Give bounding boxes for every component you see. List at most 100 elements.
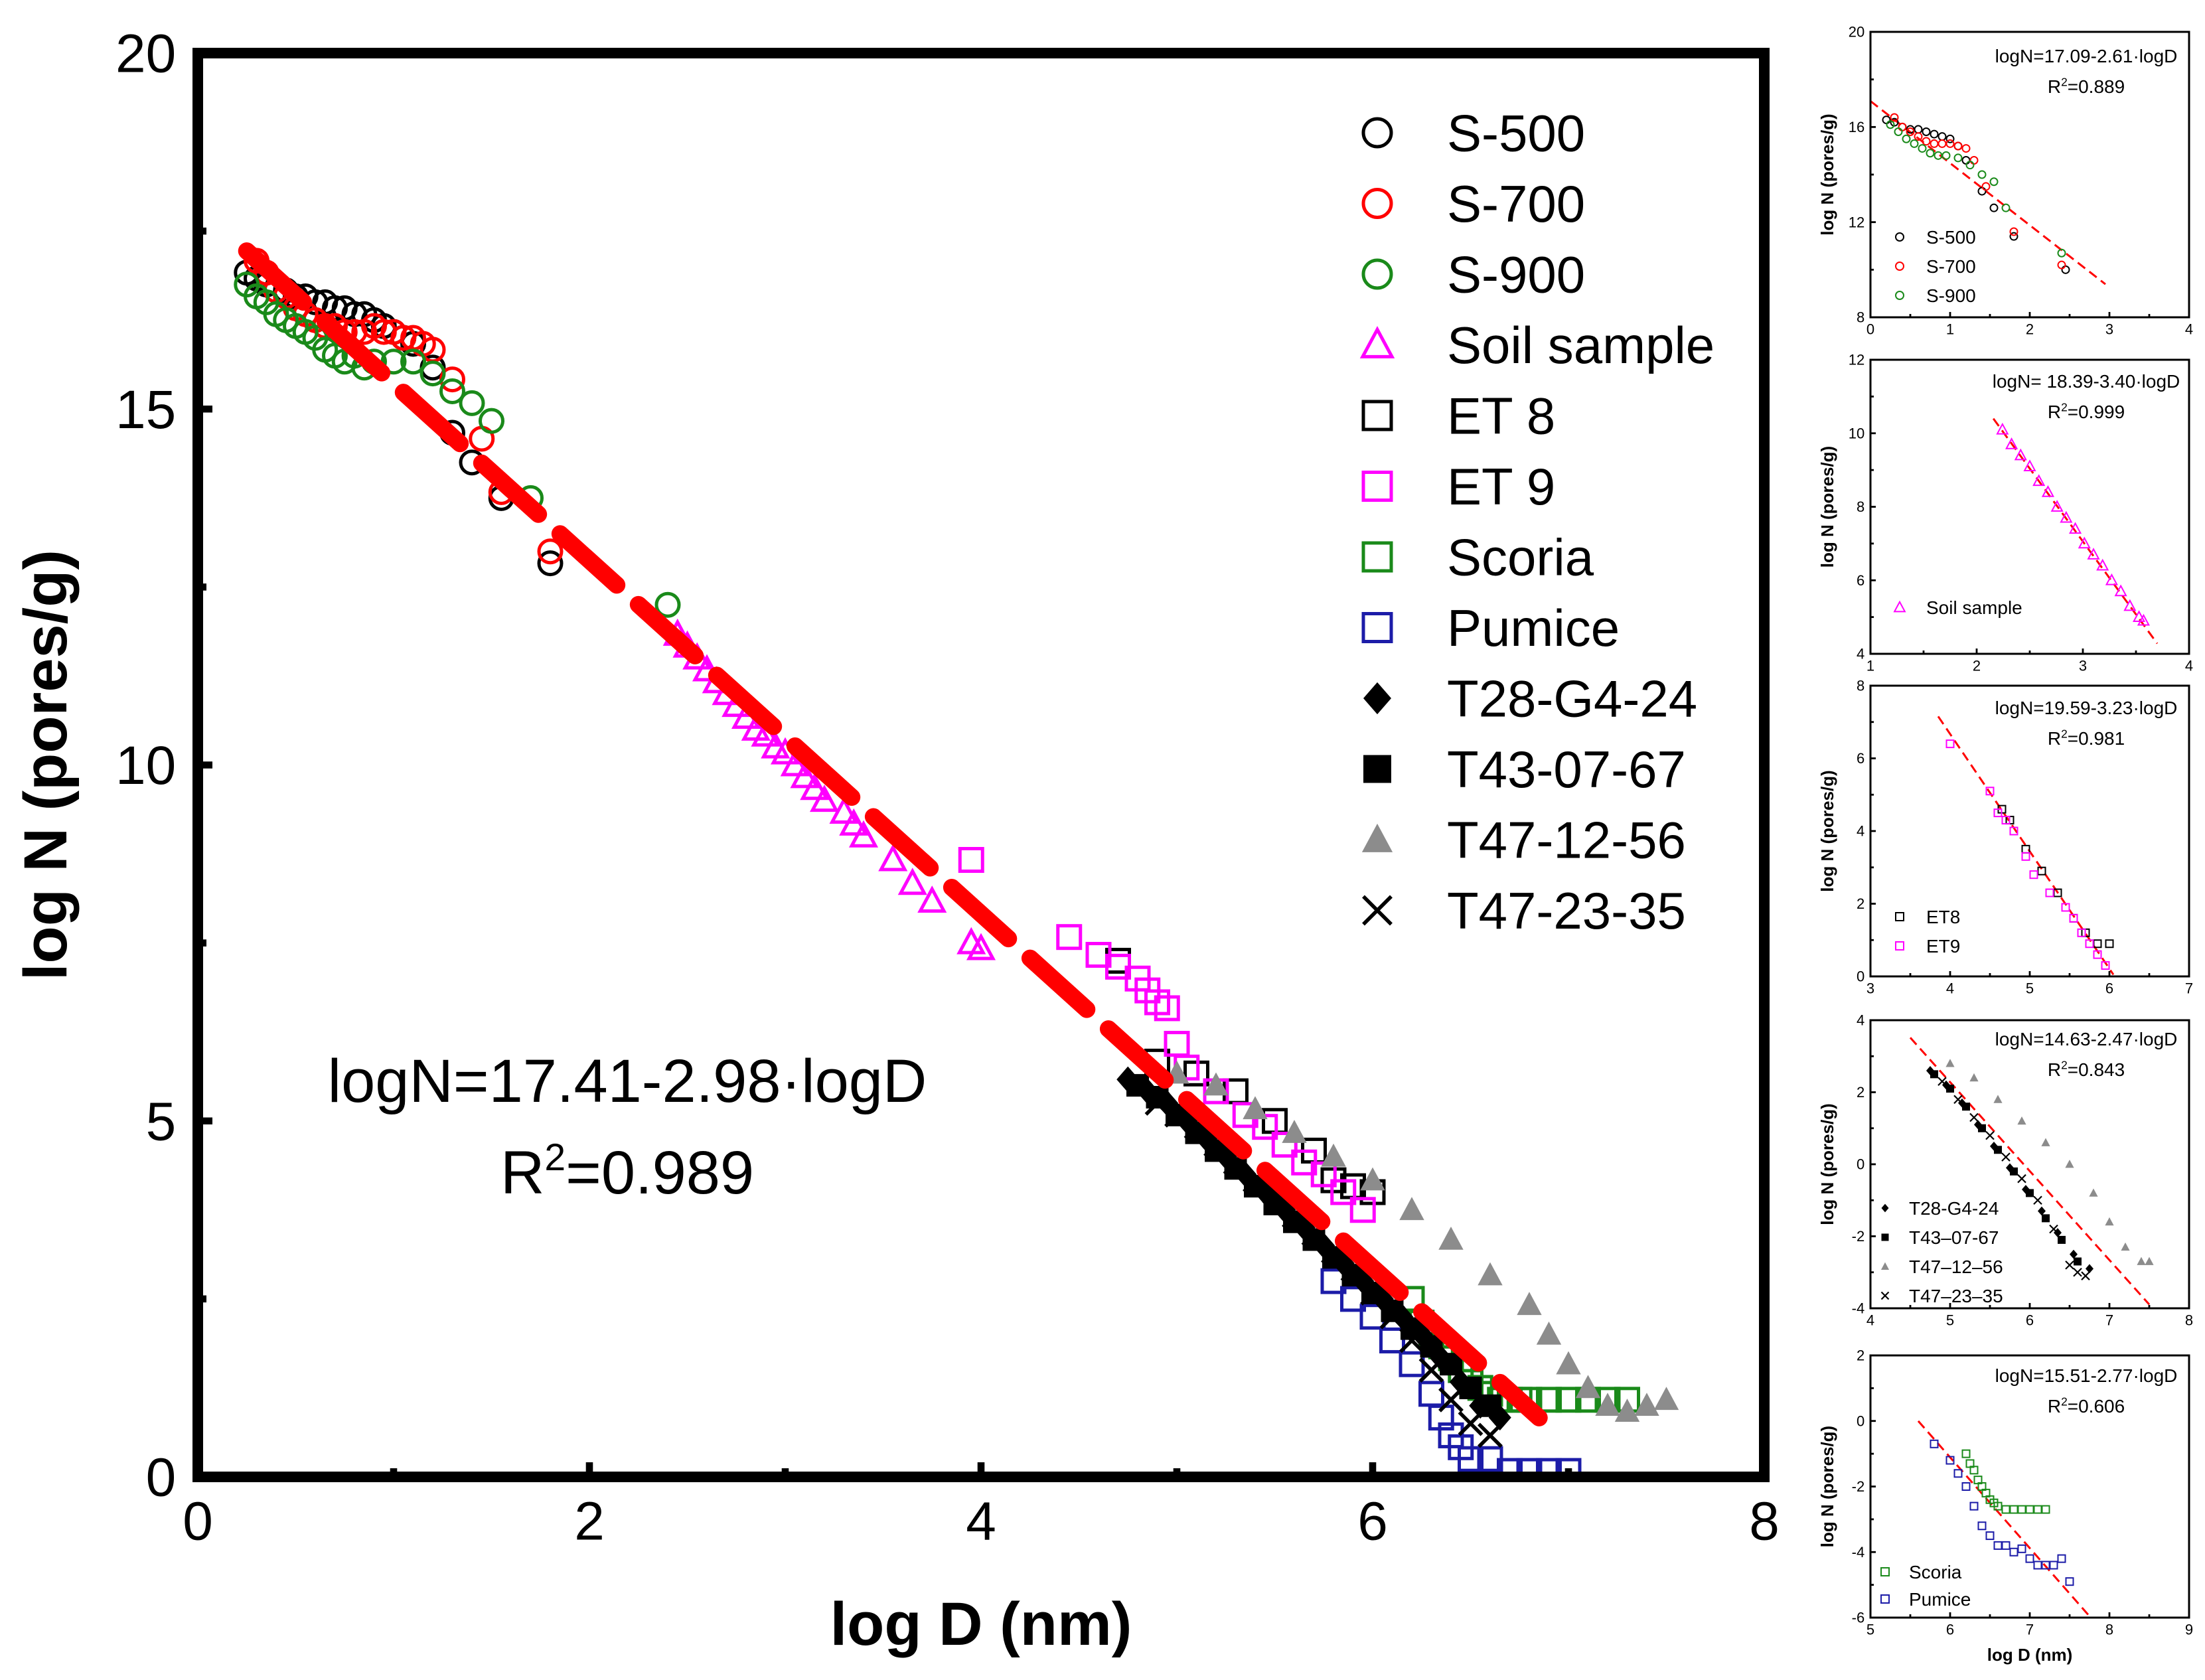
y-tick-label: 16 (1849, 119, 1864, 135)
x-axis-label: log D (nm) (1987, 1645, 2073, 1665)
data-point (2069, 522, 2082, 534)
data-point (1953, 141, 1963, 151)
data-point (1478, 1422, 1503, 1448)
markers-main (234, 248, 1679, 1477)
data-point (1994, 1146, 2002, 1154)
legend-marker (1363, 682, 1391, 715)
fit-line-group-inset-4 (1909, 1037, 2151, 1306)
legend-label: S-900 (1447, 245, 1585, 303)
y-tick-label: 20 (115, 24, 176, 84)
legend-label: ET 8 (1447, 386, 1555, 445)
data-point (1969, 1112, 1979, 1122)
legend-marker (1361, 188, 1393, 219)
y-axis-label: log N (pores/g) (1817, 1426, 1837, 1547)
data-point (1941, 151, 1951, 160)
data-point (2009, 1547, 2018, 1557)
data-point (1440, 1353, 1462, 1376)
data-point (2001, 203, 2011, 212)
data-point (2005, 437, 2018, 449)
data-point (1894, 127, 1903, 136)
data-point (2050, 500, 2064, 512)
data-point (1930, 139, 1939, 148)
y-tick-label: 8 (1857, 678, 1864, 694)
legend-label: ET9 (1926, 936, 1960, 956)
series-et9 (1945, 739, 2110, 970)
data-point (1144, 1090, 1170, 1116)
x-tick-label: 7 (2185, 980, 2193, 996)
fit-equation: logN= 18.39-3.40·logD (1993, 371, 2180, 392)
legend-label: S-500 (1926, 227, 1976, 248)
data-point (1349, 1197, 1376, 1223)
data-point (1653, 1387, 1679, 1411)
data-point (1614, 1399, 1640, 1422)
data-point (1945, 739, 1955, 749)
data-point (958, 847, 984, 873)
data-point (2021, 844, 2030, 854)
legend-label: S-500 (1447, 104, 1585, 162)
legend-marker (1361, 400, 1393, 431)
data-point (1965, 161, 1975, 170)
data-point (1321, 1143, 1346, 1167)
y-tick-label: -4 (1852, 1300, 1865, 1317)
x-tick-label: 3 (1866, 980, 1874, 996)
markers-inset-1 (1882, 113, 2070, 274)
legend-label: Pumice (1909, 1589, 1971, 1610)
data-point (1985, 1531, 1995, 1541)
series-t47-23-35 (1938, 1077, 2090, 1280)
data-point (2041, 1505, 2050, 1514)
fit-line-group-main (238, 242, 1548, 1426)
x-tick-label: 5 (1946, 1312, 1954, 1328)
legend-marker (1895, 912, 1904, 921)
data-point (1961, 1449, 1971, 1458)
x-tick-label: 0 (183, 1491, 213, 1551)
data-point (1399, 1351, 1425, 1377)
data-point (1516, 1458, 1543, 1477)
panel-inset-3: 3 4 5 6 7 0 2 4 6 8 log N (pores/g) logN=19.59-3.23… (1817, 678, 2193, 997)
legend-label: Soil sample (1926, 597, 2022, 618)
data-point (2078, 536, 2091, 549)
legend-marker (1895, 941, 1904, 951)
data-point (2042, 1214, 2050, 1223)
y-tick-label: -4 (1852, 1544, 1865, 1561)
data-point (1399, 1197, 1424, 1221)
series-t47-12-56 (1945, 1059, 2154, 1265)
legend-inset-4: T28-G4-24 T43–07-67 T47–12–56 T47–23–35 (1880, 1198, 2003, 1306)
y-tick-label: 0 (1857, 1413, 1864, 1429)
legend-label: T28-G4-24 (1447, 669, 1697, 727)
data-point (1977, 170, 1987, 179)
plot-frame (1869, 358, 2190, 655)
data-point (1910, 139, 1919, 148)
data-point (2089, 1188, 2098, 1197)
y-tick-label: 12 (1849, 214, 1864, 230)
data-point (1438, 1226, 1464, 1250)
series-pumice (1930, 1439, 2074, 1586)
y-axis-label: log N (pores/g) (1817, 1103, 1837, 1225)
data-point (537, 538, 564, 565)
data-point (419, 360, 446, 387)
data-point (1930, 1070, 1938, 1079)
data-point (2009, 227, 2018, 236)
data-point (1458, 1446, 1483, 1472)
data-point (2033, 1505, 2042, 1514)
legend-marker (1880, 1262, 1890, 1270)
data-point (1418, 1357, 1444, 1383)
data-point (1945, 134, 1955, 143)
data-point (2001, 816, 2011, 825)
markers-inset-3 (1945, 739, 2114, 970)
y-tick-label: 10 (1849, 425, 1864, 441)
data-point (439, 378, 465, 404)
data-point (800, 773, 830, 801)
data-point (2001, 1152, 2011, 1162)
r-squared: R2=0.843 (2048, 1058, 2125, 1080)
legend-main: S-500 S-700 S-900 Soil sample ET 8 ET 9 Scoria… (1359, 104, 1714, 940)
data-point (848, 820, 879, 848)
x-tick-label: 8 (2105, 1621, 2113, 1638)
legend-label: T47-12-56 (1447, 810, 1686, 869)
data-point (1977, 187, 1987, 196)
legend-marker (1361, 471, 1393, 502)
data-point (1969, 1501, 1979, 1511)
data-point (1914, 132, 1923, 141)
r-squared: R2=0.999 (2048, 400, 2125, 422)
data-point (1497, 1458, 1523, 1477)
